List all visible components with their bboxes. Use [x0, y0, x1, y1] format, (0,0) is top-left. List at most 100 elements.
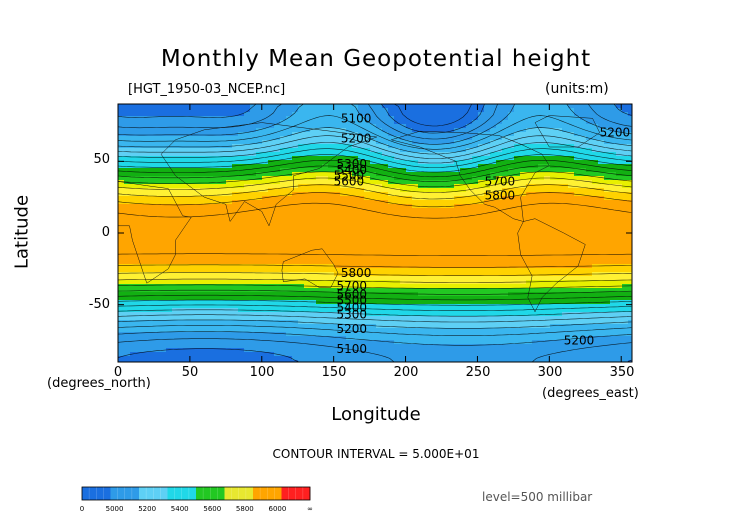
field-cell	[274, 244, 281, 249]
field-cell	[322, 108, 329, 113]
field-cell	[574, 116, 581, 121]
field-cell	[148, 132, 155, 137]
field-cell	[460, 196, 467, 201]
field-cell	[442, 128, 449, 133]
field-cell	[550, 168, 557, 173]
field-cell	[196, 124, 203, 129]
field-cell	[472, 316, 479, 321]
field-cell	[526, 352, 533, 357]
field-cell	[538, 180, 545, 185]
field-cell	[196, 332, 203, 337]
field-cell	[502, 248, 509, 253]
field-cell	[424, 336, 431, 341]
field-cell	[166, 140, 173, 145]
field-cell	[148, 104, 155, 109]
field-cell	[550, 272, 557, 277]
field-cell	[394, 304, 401, 309]
field-cell	[214, 132, 221, 137]
field-cell	[256, 344, 263, 349]
field-cell	[418, 296, 425, 301]
field-cell	[454, 328, 461, 333]
field-cell	[496, 136, 503, 141]
field-cell	[328, 108, 335, 113]
field-cell	[508, 168, 515, 173]
field-cell	[334, 340, 341, 345]
field-cell	[202, 360, 209, 362]
field-cell	[340, 276, 347, 281]
field-cell	[262, 112, 269, 117]
field-cell	[316, 136, 323, 141]
field-cell	[508, 204, 515, 209]
field-cell	[424, 124, 431, 129]
field-cell	[484, 112, 491, 117]
field-cell	[190, 220, 197, 225]
field-cell	[226, 172, 233, 177]
field-cell	[136, 320, 143, 325]
field-cell	[220, 276, 227, 281]
field-cell	[412, 348, 419, 353]
field-cell	[562, 192, 569, 197]
field-cell	[460, 168, 467, 173]
field-cell	[442, 108, 449, 113]
field-cell	[322, 180, 329, 185]
field-cell	[418, 252, 425, 257]
field-cell	[556, 360, 563, 362]
field-cell	[226, 284, 233, 289]
field-cell	[310, 212, 317, 217]
field-cell	[514, 352, 521, 357]
field-cell	[544, 328, 551, 333]
field-cell	[370, 360, 377, 362]
field-cell	[430, 272, 437, 277]
field-cell	[574, 200, 581, 205]
field-cell	[562, 196, 569, 201]
field-cell	[274, 120, 281, 125]
field-cell	[184, 328, 191, 333]
field-cell	[178, 192, 185, 197]
field-cell	[184, 188, 191, 193]
field-cell	[412, 124, 419, 129]
field-cell	[406, 208, 413, 213]
field-cell	[508, 112, 515, 117]
field-cell	[364, 288, 371, 293]
field-cell	[532, 216, 539, 221]
field-cell	[298, 104, 305, 109]
field-cell	[256, 180, 263, 185]
field-cell	[400, 156, 407, 161]
field-cell	[328, 140, 335, 145]
field-cell	[508, 212, 515, 217]
field-cell	[316, 104, 323, 109]
field-cell	[496, 200, 503, 205]
field-cell	[466, 352, 473, 357]
field-cell	[322, 216, 329, 221]
field-cell	[208, 248, 215, 253]
field-cell	[316, 256, 323, 261]
field-cell	[388, 168, 395, 173]
field-cell	[520, 292, 527, 297]
field-cell	[532, 344, 539, 349]
field-cell	[118, 188, 125, 193]
field-cell	[334, 256, 341, 261]
field-cell	[130, 288, 137, 293]
field-cell	[310, 180, 317, 185]
field-cell	[208, 284, 215, 289]
field-cell	[448, 180, 455, 185]
field-cell	[406, 336, 413, 341]
field-cell	[352, 244, 359, 249]
field-cell	[328, 348, 335, 353]
field-cell	[244, 280, 251, 285]
field-cell	[244, 112, 251, 117]
field-cell	[514, 292, 521, 297]
field-cell	[358, 188, 365, 193]
field-cell	[334, 260, 341, 265]
field-cell	[526, 200, 533, 205]
field-cell	[418, 300, 425, 305]
field-cell	[328, 208, 335, 213]
field-cell	[304, 244, 311, 249]
field-cell	[274, 264, 281, 269]
field-cell	[328, 220, 335, 225]
field-cell	[286, 168, 293, 173]
field-cell	[376, 152, 383, 157]
field-cell	[556, 316, 563, 321]
field-cell	[364, 276, 371, 281]
field-cell	[544, 264, 551, 269]
